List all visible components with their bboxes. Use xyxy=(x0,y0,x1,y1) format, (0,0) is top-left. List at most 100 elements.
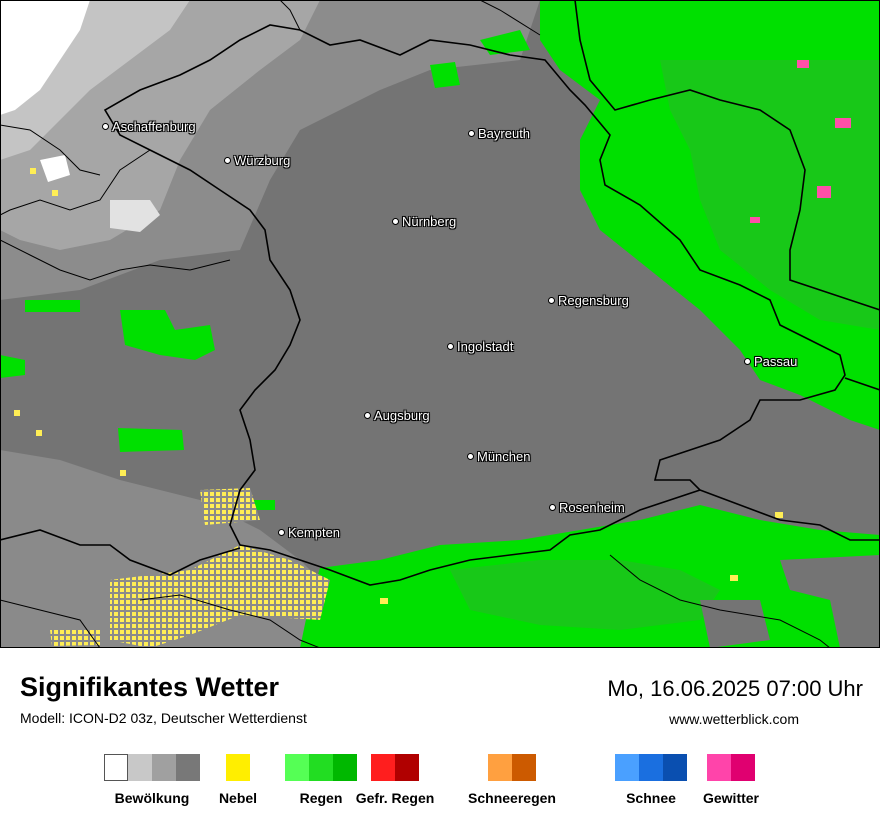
legend-swatch xyxy=(731,754,755,781)
legend-label: Gewitter xyxy=(702,790,760,806)
state-border xyxy=(139,594,321,648)
legend-swatch xyxy=(395,754,419,781)
legend-swatch xyxy=(285,754,309,781)
rain-area-east-moderate xyxy=(660,60,880,330)
state-border xyxy=(0,124,101,176)
model-source: Modell: ICON-D2 03z, Deutscher Wetterdie… xyxy=(20,710,307,726)
legend-group-gefr-regen: Gefr. Regen xyxy=(356,754,434,806)
legend-label: Schnee xyxy=(626,790,676,806)
legend-swatches xyxy=(104,754,200,781)
city-dot-icon xyxy=(548,297,555,305)
legend-swatches xyxy=(488,754,536,781)
legend-label: Schneeregen xyxy=(468,790,556,806)
city-label-muenchen: München xyxy=(467,449,530,464)
clear-sky-patch xyxy=(40,155,70,182)
legend-group-nebel: Nebel xyxy=(219,754,257,806)
fog-speck xyxy=(730,575,738,581)
thunderstorm-cell xyxy=(835,118,851,128)
city-dot-icon xyxy=(549,504,556,512)
weather-map xyxy=(0,0,880,648)
city-label-regensburg: Regensburg xyxy=(548,293,629,308)
legend-label: Regen xyxy=(299,790,343,806)
fog-speck xyxy=(30,168,36,174)
state-border xyxy=(479,0,541,36)
fog-speck xyxy=(775,512,783,518)
city-label-bayreuth: Bayreuth xyxy=(468,126,530,141)
legend-swatches xyxy=(615,754,687,781)
fog-speck xyxy=(14,410,20,416)
fog-speck xyxy=(36,430,42,436)
city-dot-icon xyxy=(102,123,109,131)
clear-sky-patch xyxy=(110,200,160,232)
rain-area-west xyxy=(25,300,80,312)
legend-group-schnee: Schnee xyxy=(615,754,687,806)
legend-swatches xyxy=(371,754,419,781)
map-footer: Signifikantes Wetter Modell: ICON-D2 03z… xyxy=(0,648,880,830)
forecast-datetime: Mo, 16.06.2025 07:00 Uhr xyxy=(607,676,863,701)
legend-swatch xyxy=(176,754,200,781)
city-label-ingolstadt: Ingolstadt xyxy=(447,339,513,354)
legend-swatch xyxy=(128,754,152,781)
thunderstorm-cell xyxy=(797,60,809,68)
city-label-augsburg: Augsburg xyxy=(364,408,430,423)
fog-speck xyxy=(120,470,126,476)
legend-swatch xyxy=(104,754,128,781)
country-border xyxy=(574,0,880,311)
legend-label: Nebel xyxy=(218,790,258,806)
city-dot-icon xyxy=(364,412,371,420)
rain-area-west xyxy=(120,310,215,360)
country-border xyxy=(699,489,880,541)
city-label-wuerzburg: Würzburg xyxy=(224,153,290,168)
bavaria-border xyxy=(103,24,846,586)
city-dot-icon xyxy=(467,453,474,461)
rain-area-west xyxy=(118,428,184,452)
fog-speck xyxy=(52,190,58,196)
state-border xyxy=(279,0,301,31)
fog-area xyxy=(110,545,330,648)
fog-area xyxy=(50,628,100,646)
legend-group-bewölkung: Bewölkung xyxy=(104,754,200,806)
rain-area-west xyxy=(0,355,25,378)
legend-swatch xyxy=(152,754,176,781)
legend-swatch xyxy=(371,754,395,781)
fog-area xyxy=(200,488,260,525)
city-dot-icon xyxy=(224,157,231,165)
legend-swatch xyxy=(512,754,536,781)
rain-area-south-moderate xyxy=(450,560,720,630)
city-label-kempten: Kempten xyxy=(278,525,340,540)
state-border xyxy=(0,239,231,281)
legend-swatches xyxy=(285,754,357,781)
city-label-aschaffenburg: Aschaffenburg xyxy=(102,119,196,134)
city-dot-icon xyxy=(468,130,475,138)
country-border xyxy=(844,377,880,391)
fog-speck xyxy=(380,598,388,604)
thunderstorm-cell xyxy=(750,217,760,223)
rain-area-small xyxy=(430,62,460,88)
city-dot-icon xyxy=(744,358,751,366)
legend-swatch xyxy=(488,754,512,781)
legend-group-regen: Regen xyxy=(285,754,357,806)
state-border xyxy=(0,149,151,216)
city-dot-icon xyxy=(278,529,285,537)
legend-swatch xyxy=(309,754,333,781)
thunderstorm-cell xyxy=(817,186,831,198)
city-dot-icon xyxy=(447,343,454,351)
legend-swatch xyxy=(333,754,357,781)
legend-swatch xyxy=(226,754,250,781)
cloud-patch-south xyxy=(780,555,880,648)
state-border xyxy=(0,599,101,648)
rain-area-northwest xyxy=(480,30,530,55)
legend-group-schneeregen: Schneeregen xyxy=(468,754,556,806)
city-dot-icon xyxy=(392,218,399,226)
map-title: Signifikantes Wetter xyxy=(20,672,280,702)
clear-sky-area xyxy=(0,0,90,115)
country-border xyxy=(0,529,241,576)
city-label-nuernberg: Nürnberg xyxy=(392,214,456,229)
legend-group-gewitter: Gewitter xyxy=(703,754,759,806)
legend-swatch xyxy=(615,754,639,781)
legend-label: Bewölkung xyxy=(114,790,190,806)
website-link[interactable]: www.wetterblick.com xyxy=(669,711,799,727)
legend-label: Gefr. Regen xyxy=(355,790,435,806)
city-label-rosenheim: Rosenheim xyxy=(549,500,625,515)
legend-swatch xyxy=(707,754,731,781)
